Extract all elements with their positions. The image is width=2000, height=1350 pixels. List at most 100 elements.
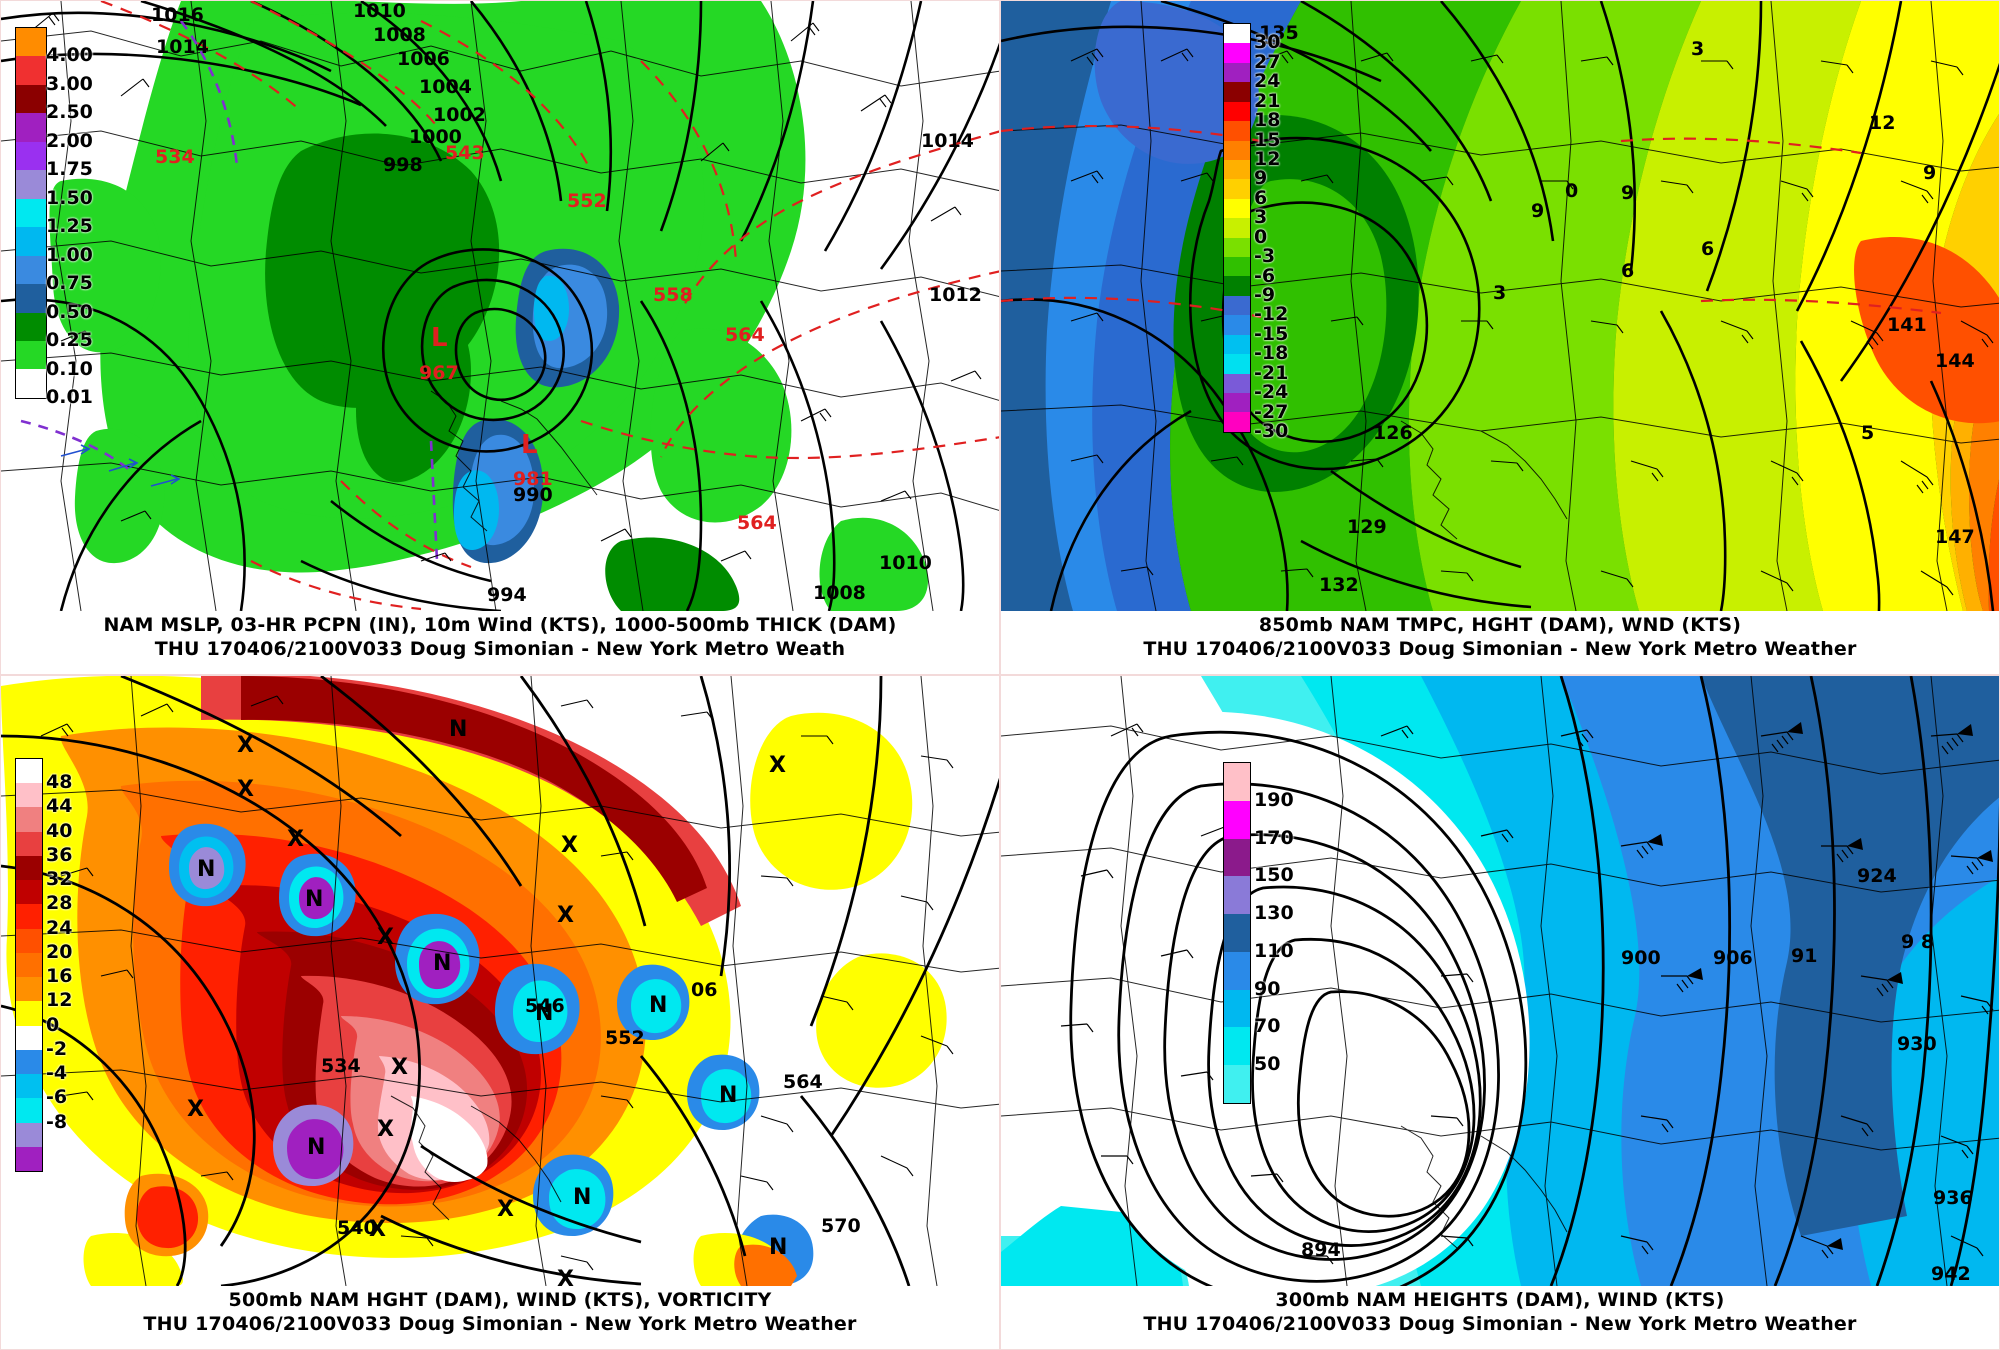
colorbar-label: -3 <box>1254 245 1276 268</box>
vorticity-colorbar[interactable]: 48 44 40 36 32 28 24 20 16 12 0 -2 -4 -6 -8 <box>15 758 72 1172</box>
colorbar-label: 2.00 <box>46 129 93 152</box>
caption-line-1: 300mb NAM HEIGHTS (DAM), WIND (KTS) <box>1275 1289 1725 1311</box>
caption-line-2: THU 170406/2100V033 Doug Simonian - New … <box>143 1313 857 1335</box>
colorbar-label: 0 <box>46 1013 60 1036</box>
height-label: 894 <box>1301 1239 1341 1261</box>
colorbar-label: 110 <box>1254 939 1294 962</box>
isobar-label: 1008 <box>813 582 866 604</box>
map-nam-300mb-heights[interactable]: 924 900 906 91 9 8 930 936 942 894 190 17… <box>1001 676 1999 1287</box>
vorticity-center-marker: N <box>573 1185 591 1210</box>
colorbar-swatch <box>1224 763 1250 801</box>
colorbar-label: -4 <box>46 1062 68 1085</box>
height-label: 12 <box>1869 112 1895 134</box>
height-label: 540 <box>337 1217 377 1239</box>
low-pressure-value: 967 <box>419 362 459 384</box>
colorbar-swatch <box>16 1001 42 1026</box>
vorticity-center-marker: N <box>197 857 215 882</box>
colorbar-swatch <box>16 880 42 905</box>
colorbar-swatch <box>1224 914 1250 952</box>
colorbar-label: 3 <box>1254 206 1268 229</box>
isobar-label: 1016 <box>151 4 204 26</box>
low-pressure-value: 981 <box>513 468 553 490</box>
height-label: 930 <box>1897 1033 1937 1055</box>
height-label: 5 <box>1861 422 1874 444</box>
vorticity-center-marker: N <box>307 1135 325 1160</box>
colorbar-swatch <box>1224 393 1250 413</box>
colorbar-label: 44 <box>46 795 73 818</box>
colorbar-label: 40 <box>46 819 73 842</box>
panel-nam-mslp-pcpn[interactable]: 1016 1014 1010 1008 1006 1004 1002 1000 … <box>0 0 1000 675</box>
height-label: 9 <box>1531 200 1544 222</box>
thickness-label: 564 <box>725 324 765 346</box>
vorticity-center-marker: N <box>433 951 451 976</box>
colorbar-label: 12 <box>1254 148 1281 170</box>
colorbar-swatch <box>16 56 46 85</box>
colorbar-swatch <box>16 928 42 953</box>
caption-nam-500mb-hght-vort: 500mb NAM HGHT (DAM), WIND (KTS), VORTIC… <box>1 1289 999 1347</box>
colorbar-label: 48 <box>46 771 73 794</box>
map-nam-mslp-pcpn[interactable]: 1016 1014 1010 1008 1006 1004 1002 1000 … <box>1 1 999 612</box>
colorbar-swatch <box>16 170 46 199</box>
vorticity-center-marker: X <box>557 1267 574 1286</box>
vorticity-center-marker: X <box>557 903 574 928</box>
colorbar-swatch <box>1224 218 1250 238</box>
height-label: 546 <box>525 995 565 1017</box>
caption-nam-mslp-pcpn: NAM MSLP, 03-HR PCPN (IN), 10m Wind (KTS… <box>1 614 999 672</box>
colorbar-label: 30 <box>1254 31 1281 54</box>
map-nam-500mb-hght-vort[interactable]: N N N N N N N N N N X X X X X <box>1 676 999 1287</box>
height-label: 132 <box>1319 574 1359 596</box>
height-label: 3 <box>1493 282 1506 304</box>
colorbar-swatch <box>16 1122 42 1147</box>
isobar-label: 1006 <box>397 48 450 70</box>
colorbar-swatch <box>16 255 46 285</box>
precipitation-colorbar[interactable]: 4.00 3.00 2.50 2.00 1.75 1.50 1.25 1.00 0.75 0.50… <box>15 27 93 407</box>
colorbar-label: 2.50 <box>46 101 93 124</box>
caption-nam-850mb-tmpc: 850mb NAM TMPC, HGHT (DAM), WND (KTS) TH… <box>1001 614 1999 672</box>
caption-line-1: NAM MSLP, 03-HR PCPN (IN), 10m Wind (KTS… <box>103 614 897 636</box>
caption-line-1: 500mb NAM HGHT (DAM), WIND (KTS), VORTIC… <box>228 1289 772 1311</box>
vorticity-center-marker: X <box>187 1097 204 1122</box>
colorbar-label: 24 <box>1254 70 1281 93</box>
vorticity-center-marker: N <box>449 717 467 742</box>
caption-line-1: 850mb NAM TMPC, HGHT (DAM), WND (KTS) <box>1258 614 1742 636</box>
colorbar-swatch <box>1224 1065 1250 1103</box>
colorbar-swatch <box>1224 412 1250 432</box>
colorbar-swatch <box>16 904 42 929</box>
colorbar-label: -21 <box>1254 361 1289 384</box>
panel-nam-300mb-heights[interactable]: 924 900 906 91 9 8 930 936 942 894 190 17… <box>1000 675 2000 1350</box>
isobar-label: 1014 <box>156 36 209 58</box>
height-label: 942 <box>1931 1263 1971 1285</box>
colorbar-label: 3.00 <box>46 72 93 95</box>
colorbar-swatch <box>1224 276 1250 296</box>
colorbar-swatch <box>16 141 46 171</box>
panel-nam-500mb-hght-vort[interactable]: N N N N N N N N N N X X X X X <box>0 675 1000 1350</box>
thickness-label: 534 <box>155 146 195 168</box>
colorbar-swatch <box>16 1025 42 1050</box>
colorbar-swatch <box>1224 800 1250 839</box>
colorbar-swatch <box>16 227 46 256</box>
vorticity-center-marker: X <box>369 1217 386 1242</box>
colorbar-swatch <box>16 312 46 341</box>
colorbar-label: 15 <box>1254 128 1281 151</box>
colorbar-label: 18 <box>1254 109 1281 132</box>
colorbar-label: 0 <box>1254 225 1268 248</box>
colorbar-label: -6 <box>1254 264 1276 287</box>
caption-line-2: THU 170406/2100V033 Doug Simonian - New … <box>1143 638 1857 660</box>
colorbar-swatch <box>16 284 46 313</box>
map-nam-850mb-tmpc[interactable]: 135 3 9 9 9 0 3 6 6 12 141 144 147 5 <box>1001 1 1999 612</box>
map-canvas-mslp: 1016 1014 1010 1008 1006 1004 1002 1000 … <box>1 1 999 611</box>
colorbar-swatch <box>1224 1027 1250 1066</box>
colorbar-label: -9 <box>1254 284 1276 306</box>
windspeed-colorbar[interactable]: 190 170 150 130 110 90 70 50 <box>1223 762 1294 1104</box>
colorbar-label: -30 <box>1254 420 1289 442</box>
colorbar-label: 0.01 <box>46 386 93 408</box>
colorbar-swatch <box>1224 295 1250 316</box>
thickness-label: 552 <box>567 190 607 212</box>
thickness-label: 558 <box>653 284 693 306</box>
height-label: 564 <box>783 1071 823 1093</box>
panel-nam-850mb-tmpc[interactable]: 135 3 9 9 9 0 3 6 6 12 141 144 147 5 <box>1000 0 2000 675</box>
colorbar-swatch <box>1224 876 1250 915</box>
colorbar-swatch <box>16 113 46 142</box>
temperature-colorbar[interactable]: 30 27 24 21 18 15 12 9 6 3 0 -3 -6 -9 -12 -15 -18 -21 -24-… <box>1223 23 1288 441</box>
